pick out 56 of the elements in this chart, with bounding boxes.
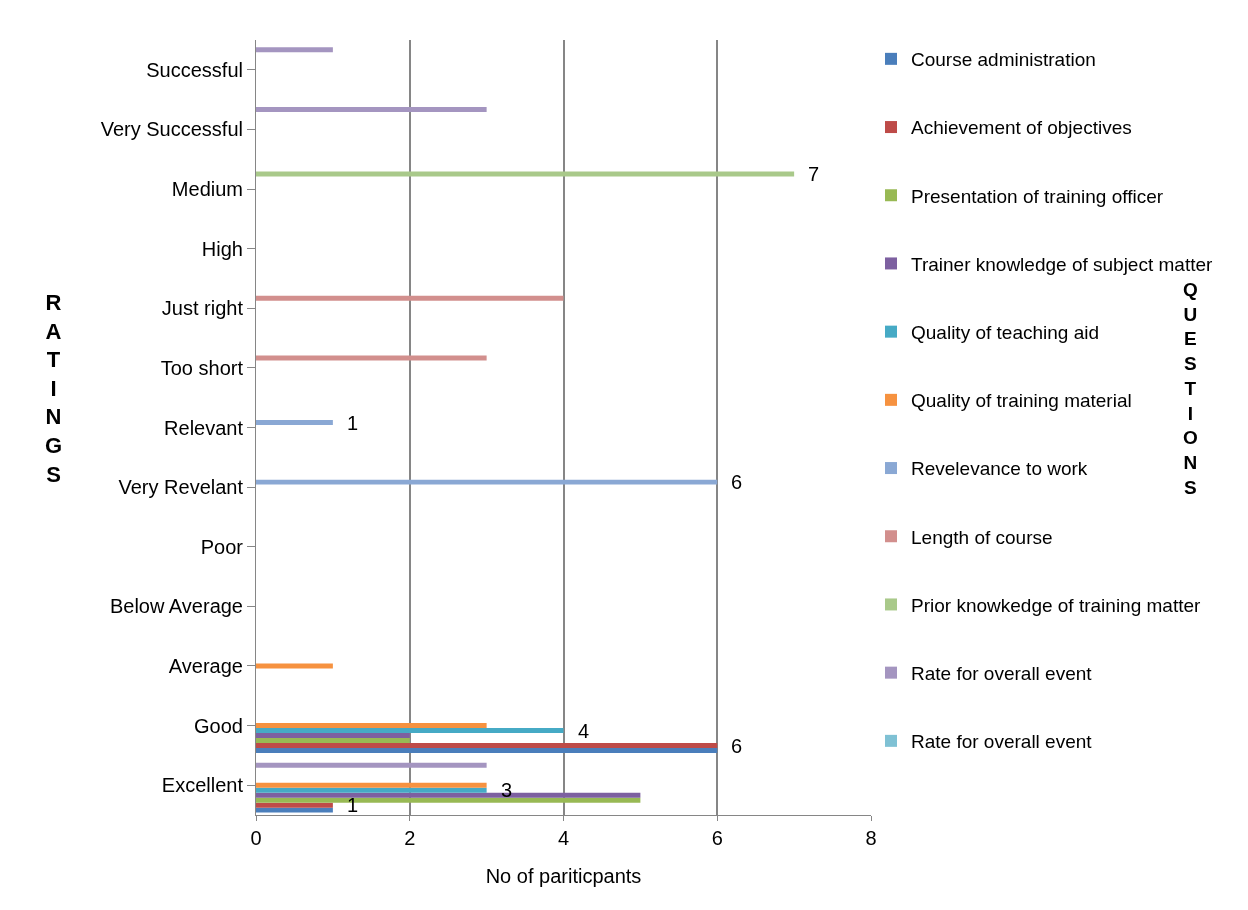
legend-label: Revelevance to work <box>911 458 1088 480</box>
x-tick-label: 4 <box>557 827 570 849</box>
x-tick-label: 8 <box>865 827 877 849</box>
bar <box>256 748 718 753</box>
data-label: 4 <box>578 720 590 742</box>
y-tick-label: Medium <box>171 178 243 201</box>
legend-label: Achievement of objectives <box>911 117 1132 139</box>
bar <box>256 106 487 112</box>
bar <box>256 420 333 426</box>
y-tick-label: Very Revelant <box>118 476 244 499</box>
y-axis-title: RATINGS <box>45 290 63 487</box>
legend-label: Trainer knowledge of subject matter <box>911 253 1213 275</box>
bar <box>256 733 410 739</box>
bar <box>256 295 564 301</box>
y-tick-label: Excellent <box>161 774 244 797</box>
bar <box>256 743 718 749</box>
y-tick-label: Successful <box>146 58 243 81</box>
legend-label: Presentation of training officer <box>911 185 1164 207</box>
bar <box>256 663 333 669</box>
text: QUESTIONS <box>1183 279 1198 498</box>
bar <box>256 479 718 485</box>
y-tick-label: Poor <box>200 535 244 558</box>
bar <box>256 802 333 808</box>
y-tick-label: High <box>201 237 243 260</box>
bar <box>256 807 333 813</box>
legend-label: Course administration <box>911 49 1096 71</box>
y-tick-label: Average <box>168 654 243 677</box>
x-tick-label: 6 <box>711 827 723 849</box>
bar <box>256 723 487 729</box>
bar <box>256 782 487 788</box>
data-label: 6 <box>731 735 743 757</box>
y-tick-label: Good <box>194 714 243 737</box>
y-tick-label: Below Average <box>109 595 243 618</box>
x-axis-title: No of pariticpants <box>485 864 642 887</box>
data-label: 6 <box>731 471 743 493</box>
bar <box>256 47 333 53</box>
x-tick-label: 2 <box>404 827 416 849</box>
data-label: 1 <box>347 412 359 434</box>
y-tick-label: Relevant <box>164 416 244 439</box>
bar <box>256 355 487 361</box>
bar <box>256 728 564 734</box>
legend-label: Quality of teaching aid <box>911 322 1100 344</box>
legend-label: Prior knowkedge of training matter <box>911 594 1202 616</box>
bar <box>256 787 487 793</box>
legend-label: Quality of training material <box>911 390 1132 412</box>
x-tick-label: 0 <box>250 827 262 849</box>
y-tick-label: Just right <box>161 297 244 320</box>
bar <box>256 762 487 768</box>
data-label: 7 <box>808 163 820 185</box>
legend-label: Rate for overall event <box>911 731 1093 753</box>
y-tick-label: Too short <box>160 356 244 379</box>
legend-label: Rate for overall event <box>911 663 1093 685</box>
legend-label: Length of course <box>911 526 1053 548</box>
bar <box>256 738 410 744</box>
bar <box>256 171 795 177</box>
y-tick-label: Very Successful <box>100 118 243 141</box>
